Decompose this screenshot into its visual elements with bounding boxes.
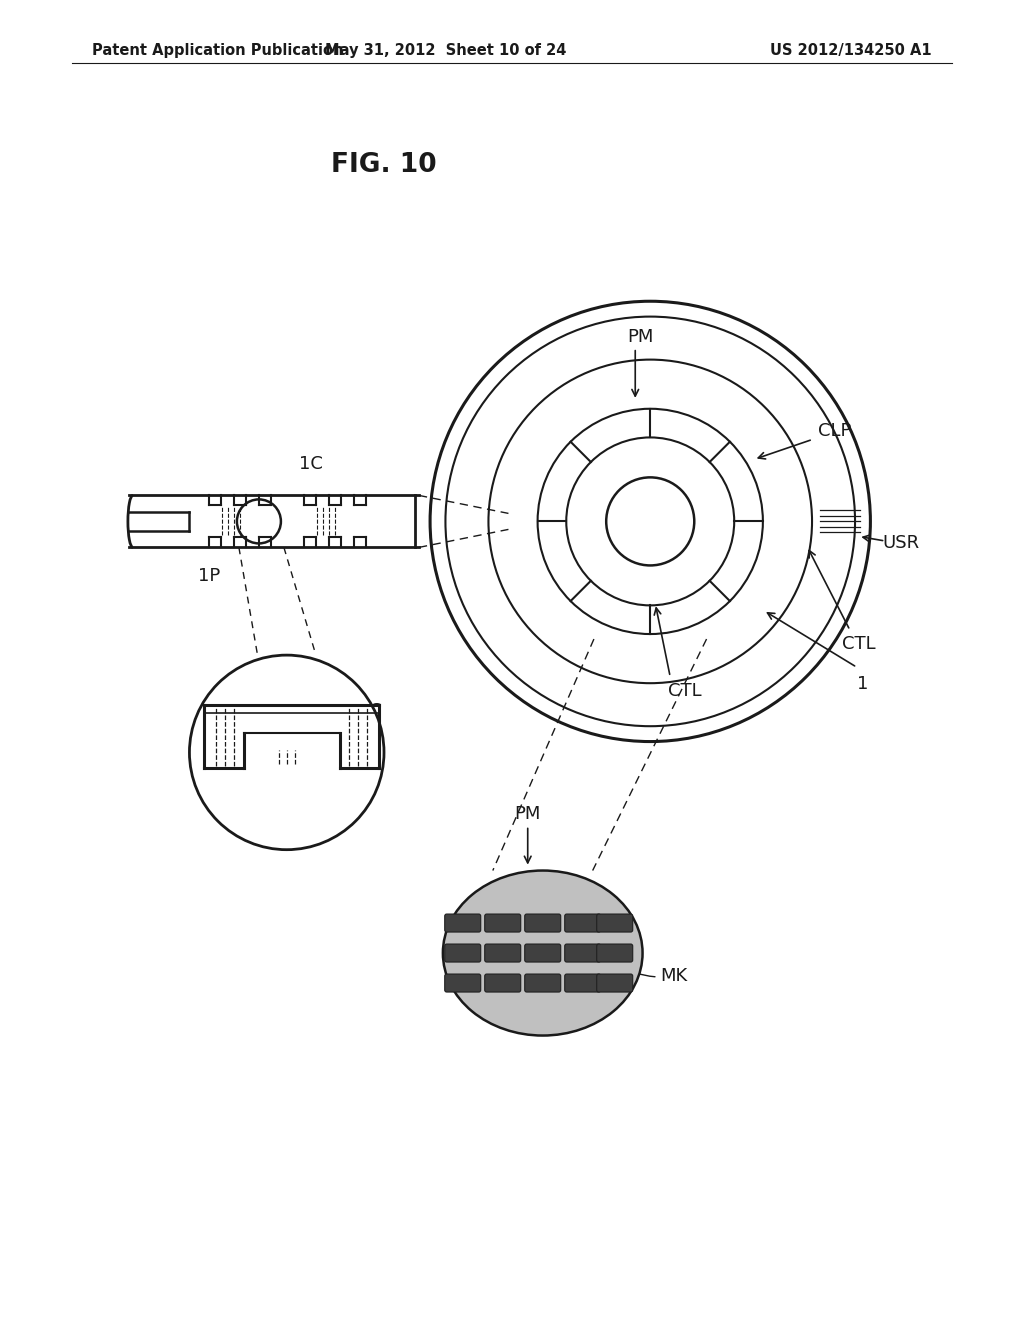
Text: 1C: 1C bbox=[358, 702, 382, 721]
Text: 1C: 1C bbox=[299, 455, 323, 474]
Text: May 31, 2012  Sheet 10 of 24: May 31, 2012 Sheet 10 of 24 bbox=[325, 42, 566, 58]
FancyBboxPatch shape bbox=[444, 913, 480, 932]
FancyBboxPatch shape bbox=[524, 944, 561, 962]
Text: 1L: 1L bbox=[358, 717, 380, 747]
FancyBboxPatch shape bbox=[524, 913, 561, 932]
FancyBboxPatch shape bbox=[444, 944, 480, 962]
FancyBboxPatch shape bbox=[524, 974, 561, 993]
Text: Patent Application Publication: Patent Application Publication bbox=[92, 42, 344, 58]
FancyBboxPatch shape bbox=[132, 494, 416, 549]
Text: MK: MK bbox=[614, 962, 688, 985]
FancyBboxPatch shape bbox=[597, 913, 633, 932]
Text: CTL: CTL bbox=[669, 682, 701, 700]
Text: 1: 1 bbox=[857, 676, 868, 693]
Text: 1P: 1P bbox=[198, 568, 220, 585]
FancyBboxPatch shape bbox=[564, 944, 601, 962]
Circle shape bbox=[189, 655, 384, 850]
FancyBboxPatch shape bbox=[484, 913, 521, 932]
Ellipse shape bbox=[442, 871, 643, 1035]
Text: PM: PM bbox=[627, 327, 653, 346]
FancyBboxPatch shape bbox=[564, 974, 601, 993]
FancyBboxPatch shape bbox=[564, 913, 601, 932]
Text: USR: USR bbox=[883, 535, 920, 552]
FancyBboxPatch shape bbox=[484, 974, 521, 993]
FancyBboxPatch shape bbox=[597, 944, 633, 962]
FancyBboxPatch shape bbox=[597, 974, 633, 993]
Text: 1P: 1P bbox=[299, 759, 357, 820]
Text: CLP: CLP bbox=[818, 422, 851, 441]
Text: CTL: CTL bbox=[842, 635, 876, 653]
FancyBboxPatch shape bbox=[444, 974, 480, 993]
Text: PM: PM bbox=[514, 804, 541, 822]
Text: US 2012/134250 A1: US 2012/134250 A1 bbox=[770, 42, 932, 58]
Text: FIG. 10: FIG. 10 bbox=[331, 152, 437, 178]
FancyBboxPatch shape bbox=[484, 944, 521, 962]
